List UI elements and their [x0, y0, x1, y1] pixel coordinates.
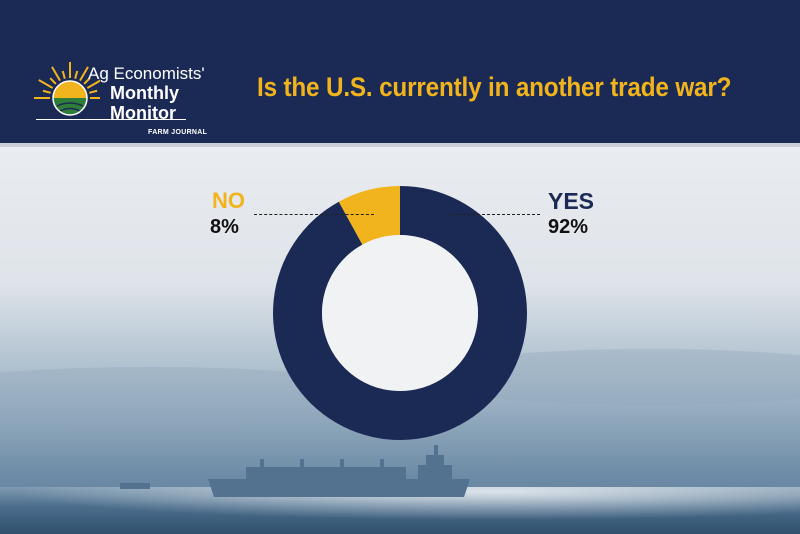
no-legend-label: NO: [212, 188, 245, 213]
yes-percentage-label: 92%: [548, 216, 589, 238]
logo-title-line3: Monitor: [110, 103, 176, 123]
header-banner: Ag Economists' Monthly Monitor FARM JOUR…: [0, 0, 800, 143]
brand-logo: Ag Economists' Monthly Monitor FARM JOUR…: [30, 58, 220, 138]
donut-hole: [322, 235, 478, 391]
logo-title-line2: Monthly: [110, 83, 179, 103]
no-percentage-label: 8%: [210, 216, 239, 238]
logo-title-line1: Ag Economists': [88, 64, 205, 83]
no-leader-line: [254, 214, 374, 215]
donut-slice-no: [338, 186, 400, 245]
donut-slice-yes: [273, 186, 527, 440]
yes-leader-line: [452, 214, 540, 215]
logo-divider: [36, 119, 186, 120]
yes-legend-label: YES: [548, 188, 595, 214]
sun-icon: [34, 62, 100, 116]
header-divider: [0, 143, 800, 147]
page-title: Is the U.S. currently in another trade w…: [257, 72, 732, 102]
publisher-logo-text: FARM JOURNAL: [148, 129, 208, 136]
